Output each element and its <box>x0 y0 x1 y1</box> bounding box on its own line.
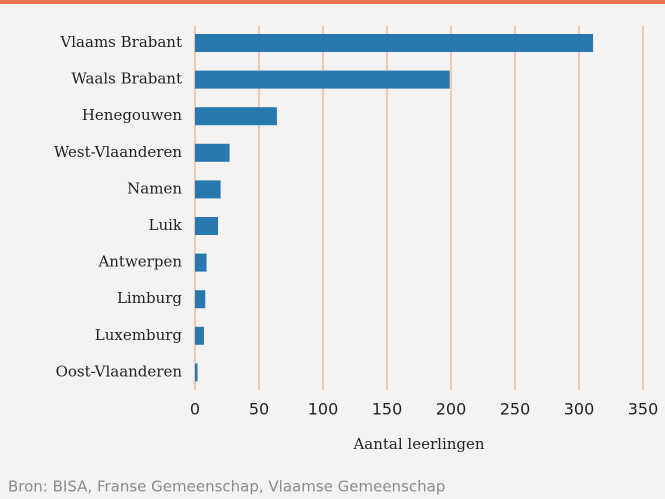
x-tick-label: 0 <box>190 400 200 419</box>
x-tick-label: 100 <box>308 400 339 419</box>
source: Bron: BISA, Franse Gemeenschap, Vlaamse … <box>8 478 445 496</box>
bar <box>195 107 277 126</box>
bar <box>195 180 221 199</box>
top-rule <box>0 0 665 4</box>
bar <box>195 217 219 235</box>
x-tick-label: 250 <box>500 400 531 419</box>
bar <box>195 326 204 345</box>
bar <box>195 143 230 162</box>
y-tick-label: Limburg <box>117 289 182 307</box>
y-tick-label: Luik <box>148 216 182 234</box>
y-tick-label: Waals Brabant <box>71 70 182 88</box>
y-tick-label: West-Vlaanderen <box>54 143 182 161</box>
x-axis-title: Aantal leerlingen <box>352 435 484 453</box>
bar <box>195 34 594 52</box>
y-tick-label: Oost-Vlaanderen <box>56 362 183 380</box>
bar <box>195 363 198 382</box>
y-tick-label: Vlaams Brabant <box>59 33 182 51</box>
bar <box>195 70 450 89</box>
y-tick-label: Luxemburg <box>95 326 183 344</box>
y-tick-label: Henegouwen <box>82 106 183 124</box>
x-tick-label: 50 <box>249 400 269 419</box>
x-tick-label: 350 <box>628 400 659 419</box>
y-tick-label: Antwerpen <box>97 253 182 271</box>
bar <box>195 253 207 272</box>
x-tick-label: 300 <box>564 400 595 419</box>
x-tick-label: 150 <box>372 400 403 419</box>
x-tick-label: 200 <box>436 400 467 419</box>
y-tick-label: Namen <box>127 179 182 197</box>
bar <box>195 290 206 309</box>
